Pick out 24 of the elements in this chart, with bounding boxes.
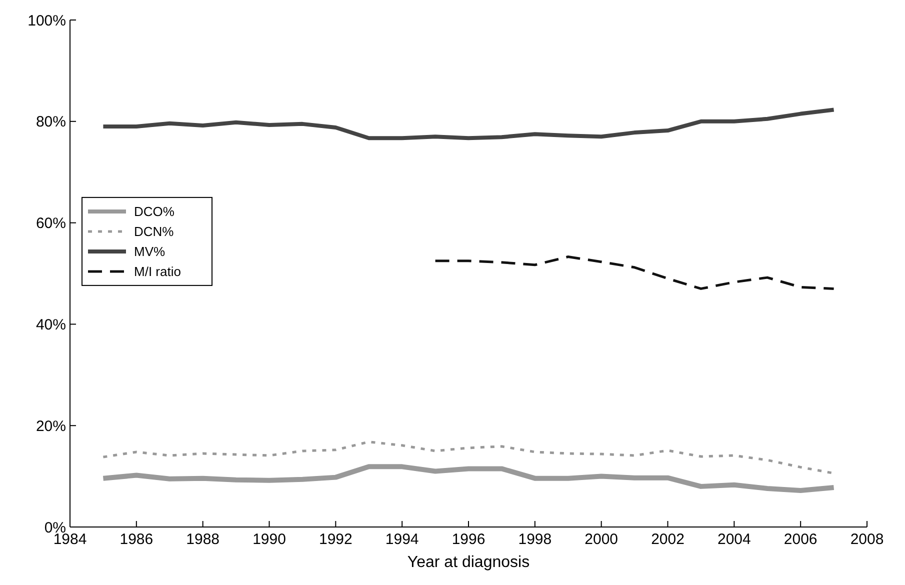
y-tick-label: 40% <box>36 316 66 334</box>
line-series <box>101 108 836 140</box>
x-tick-label: 2004 <box>717 531 751 548</box>
y-tick-label: 60% <box>36 215 66 232</box>
x-tick-label: 1988 <box>186 531 220 548</box>
y-tick-label: 100% <box>28 12 66 30</box>
legend-label: MV% <box>134 244 166 259</box>
legend-label: M/I ratio <box>134 264 181 279</box>
x-tick-label: 1990 <box>252 531 286 548</box>
y-tick-label: 20% <box>36 418 66 435</box>
x-tick-label: 2008 <box>850 531 884 548</box>
x-tick-label: 1986 <box>120 531 154 548</box>
x-tick-label: 1992 <box>318 531 352 548</box>
legend-label: DCO% <box>134 204 175 219</box>
line-series <box>434 256 836 290</box>
y-tick-label: 80% <box>36 114 66 131</box>
legend-label: DCN% <box>134 224 174 239</box>
x-tick-label: 2006 <box>784 531 818 548</box>
x-tick-label: 2000 <box>584 531 618 548</box>
x-tick-label: 2002 <box>651 531 684 548</box>
x-tick-label: 1996 <box>452 531 486 548</box>
x-tick-label: 1998 <box>518 531 552 548</box>
x-tick-label: 1994 <box>385 531 419 548</box>
x-axis-title: Year at diagnosis <box>407 554 530 571</box>
